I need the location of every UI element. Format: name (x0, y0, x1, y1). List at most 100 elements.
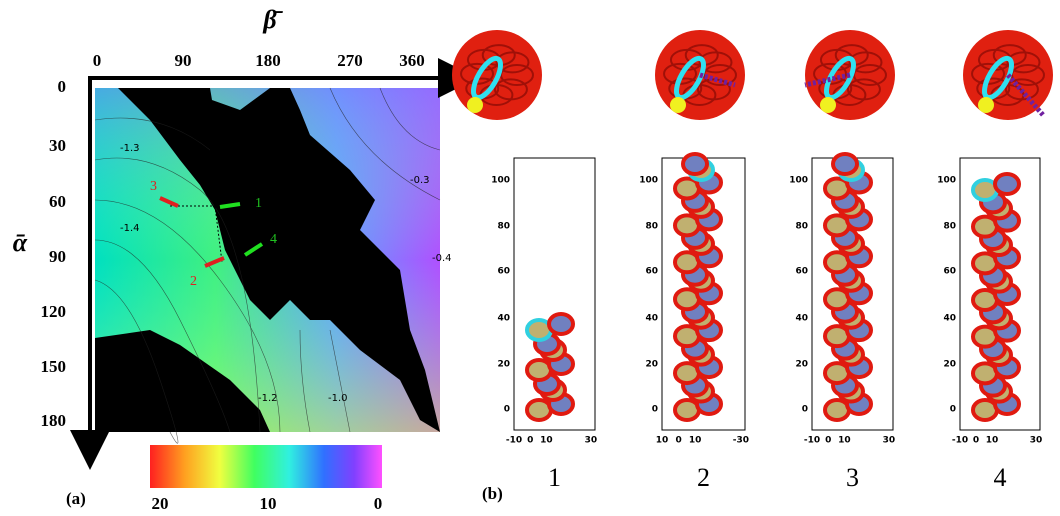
x-tick-label: 10 (986, 436, 999, 446)
unstable-region (95, 330, 270, 432)
y-tick-label: 60 (795, 267, 808, 277)
heatmap (94, 87, 441, 444)
y-tick-label: 120 (41, 302, 67, 321)
cyan-segment (824, 55, 856, 101)
x-tick-label: -10 (804, 436, 820, 446)
panel-label: (b) (482, 484, 503, 503)
contour-label: -0.3 (410, 175, 430, 186)
y-tick-label: 100 (937, 176, 956, 186)
y-tick-label: 100 (491, 176, 510, 186)
y-tick-label: 0 (950, 405, 956, 415)
contour-label: -0.4 (432, 253, 452, 264)
x-tick-label: 30 (883, 436, 896, 446)
colorbar-tick-label: 20 (152, 494, 169, 513)
cyan-segment (471, 55, 503, 101)
sphere-ring (1006, 51, 1041, 74)
x-tick-label: 10 (838, 436, 851, 446)
y-tick-label: 60 (645, 267, 658, 277)
arrow-label: 4 (270, 232, 277, 247)
y-tick-label: 60 (943, 267, 956, 277)
coil-ring (547, 312, 575, 336)
y-tick-label: 90 (49, 247, 66, 266)
y-tick-label: 40 (497, 314, 510, 324)
y-tick-label: 30 (49, 136, 66, 155)
colorbar (150, 445, 382, 488)
y-tick-label: 100 (789, 176, 808, 186)
x-tick-label: 10 (540, 436, 553, 446)
colorbar-tick-label: 10 (260, 494, 277, 513)
arrow-4 (243, 242, 264, 257)
x-tick-label: -30 (733, 436, 749, 446)
plot-frame (959, 157, 1041, 431)
coil-ring (993, 172, 1021, 196)
purple-chain (1006, 73, 1045, 117)
x-tick-label: -10 (506, 436, 522, 446)
x-tick-label: 0 (93, 51, 102, 70)
yellow-bead (820, 97, 836, 113)
y-tick-label: 40 (795, 314, 808, 324)
y-tick-label: 150 (41, 357, 67, 376)
y-tick-label: 180 (41, 411, 67, 430)
x-tick-label: 0 (527, 436, 533, 446)
y-tick-label: 20 (943, 360, 956, 370)
coil-ring (831, 152, 859, 176)
x-tick-label: 0 (825, 436, 831, 446)
y-tick-label: 100 (639, 176, 658, 186)
y-tick-label: 60 (497, 267, 510, 277)
unstable-region (118, 88, 440, 432)
x-tick-label: 270 (337, 51, 363, 70)
y-tick-label: 80 (795, 222, 808, 232)
yellow-bead (670, 97, 686, 113)
plot-number: 3 (846, 463, 859, 492)
arrow-3 (159, 196, 179, 208)
purple-chain (804, 72, 851, 88)
y-tick-label: 40 (645, 314, 658, 324)
plot-frame (513, 157, 596, 431)
yellow-bead (467, 97, 483, 113)
plot-number: 4 (994, 463, 1007, 492)
purple-chain (699, 72, 736, 88)
colorbar-tick-label: 0 (374, 494, 383, 513)
arrow-2 (204, 256, 225, 268)
contour-lines (94, 87, 441, 444)
panel-label: (a) (66, 489, 86, 508)
y-tick-label: 0 (802, 405, 808, 415)
x-tick-label: 30 (1030, 436, 1043, 446)
sphere-ring (698, 51, 733, 74)
x-tick-label: 360 (399, 51, 425, 70)
contour-label: -1.3 (120, 143, 140, 154)
y-tick-label: 0 (652, 405, 658, 415)
x-tick-label: -10 (952, 436, 968, 446)
x-tick-label: 180 (255, 51, 281, 70)
y-tick-label: 20 (645, 360, 658, 370)
y-tick-label: 0 (504, 405, 510, 415)
x-tick-label: 30 (585, 436, 598, 446)
arrow-1 (219, 202, 241, 209)
structures (452, 30, 1053, 431)
arrow-label: 1 (255, 196, 262, 211)
y-axis-label: ᾱ (13, 228, 28, 257)
y-tick-label: 20 (497, 360, 510, 370)
y-tick-label: 80 (943, 222, 956, 232)
x-tick-label: 0 (973, 436, 979, 446)
contour-label: -1.4 (120, 223, 140, 234)
plot-number: 1 (548, 463, 561, 492)
coil-ring (681, 152, 709, 176)
x-tick-label: 10 (656, 436, 669, 446)
cyan-segment (674, 55, 706, 101)
y-tick-label: 0 (58, 77, 67, 96)
contour-label: -1.0 (328, 393, 348, 404)
yellow-bead (978, 97, 994, 113)
sphere-ring (848, 51, 883, 74)
y-tick-label: 40 (943, 314, 956, 324)
plot-number: 2 (697, 463, 710, 492)
cyan-segment (982, 55, 1014, 101)
y-tick-label: 80 (497, 222, 510, 232)
arrow-label: 2 (190, 274, 197, 289)
arrow-label: 3 (150, 179, 157, 194)
path-dotted (214, 205, 223, 263)
y-tick-label: 20 (795, 360, 808, 370)
x-axis-label: β̄ (262, 5, 283, 34)
sphere-ring (495, 51, 530, 74)
